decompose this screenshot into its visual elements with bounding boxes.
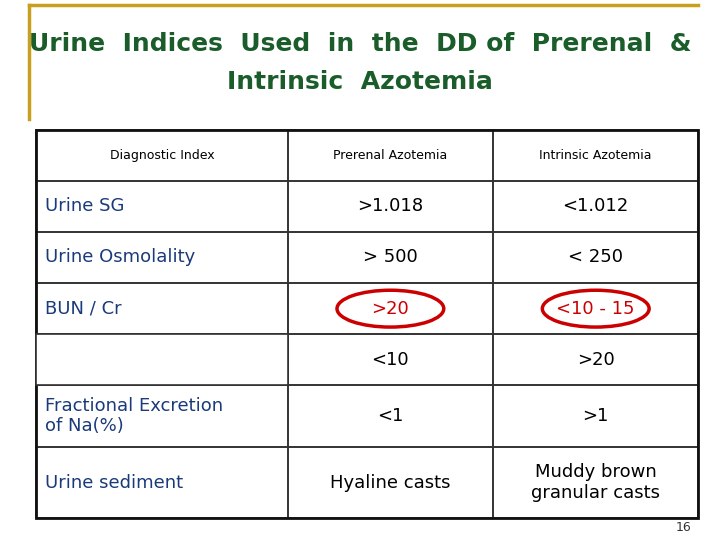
Text: <10: <10 [372, 351, 409, 369]
Bar [288, 386, 493, 447]
Text: >20: >20 [372, 300, 409, 318]
Bar [36, 283, 288, 334]
Bar [288, 334, 493, 386]
Bar [288, 130, 493, 181]
Text: > 500: > 500 [363, 248, 418, 267]
Bar [36, 130, 288, 181]
Text: Urine Osmolality: Urine Osmolality [45, 248, 195, 267]
Text: <1.012: <1.012 [562, 197, 629, 215]
Text: Urine SG: Urine SG [45, 197, 124, 215]
Bar [36, 447, 288, 518]
Bar [36, 334, 288, 386]
Text: BUN / Cr: BUN / Cr [45, 300, 121, 318]
Bar [36, 334, 288, 386]
Text: Urine sediment: Urine sediment [45, 474, 183, 491]
Text: >20: >20 [577, 351, 615, 369]
Text: <10 - 15: <10 - 15 [557, 300, 635, 318]
Bar [288, 232, 493, 283]
Text: Muddy brown
granular casts: Muddy brown granular casts [531, 463, 660, 502]
Bar [493, 283, 698, 334]
Text: Intrinsic  Azotemia: Intrinsic Azotemia [227, 70, 493, 94]
Bar [493, 232, 698, 283]
Bar [36, 181, 288, 232]
Bar [493, 334, 698, 386]
Bar [493, 130, 698, 181]
Text: Fractional Excretion
of Na(%): Fractional Excretion of Na(%) [45, 397, 222, 435]
Text: 16: 16 [675, 521, 691, 534]
Bar [288, 181, 493, 232]
Bar [493, 386, 698, 447]
Bar [493, 447, 698, 518]
Bar [288, 447, 493, 518]
Bar [493, 181, 698, 232]
Text: Urine  Indices  Used  in  the  DD of  Prerenal  &: Urine Indices Used in the DD of Prerenal… [29, 32, 691, 56]
Bar [288, 283, 493, 334]
Text: Prerenal Azotemia: Prerenal Azotemia [333, 148, 448, 161]
Text: Diagnostic Index: Diagnostic Index [109, 148, 214, 161]
Text: >1.018: >1.018 [357, 197, 423, 215]
Bar [36, 386, 288, 447]
Bar [36, 334, 288, 386]
Bar [36, 232, 288, 283]
Bar [36, 130, 698, 518]
Text: <1: <1 [377, 407, 404, 425]
Text: Urinary Na: Urinary Na [45, 348, 142, 366]
Text: (mEq/l): (mEq/l) [156, 357, 197, 367]
Text: Hyaline casts: Hyaline casts [330, 474, 451, 491]
Text: >1: >1 [582, 407, 609, 425]
Text: Intrinsic Azotemia: Intrinsic Azotemia [539, 148, 652, 161]
Text: Urinary Na: Urinary Na [45, 351, 142, 369]
Text: < 250: < 250 [568, 248, 624, 267]
